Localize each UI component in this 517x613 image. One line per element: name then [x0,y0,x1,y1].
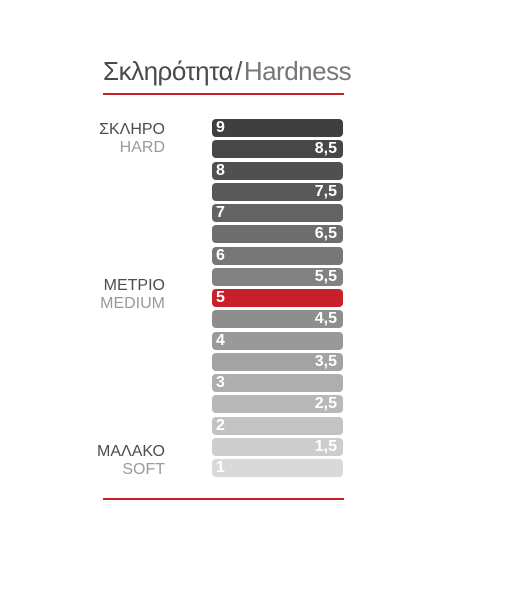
hardness-bar: 1 [212,459,343,477]
hardness-bar: 8,5 [212,140,343,159]
hardness-value: 1 [216,459,225,476]
hardness-bar: 8 [212,161,343,180]
hardness-scale: 9 8,5 8 7,5 7 6,5 6 5,5 5 4,5 4 3,5 3 2,5 2 1,5 1 [212,119,343,480]
hardness-value: 6 [216,246,225,264]
hardness-bar: 6 [212,246,343,265]
hardness-value: 7,5 [314,182,337,200]
label-soft: ΜΑΛΑΚΟ SOFT [97,443,165,479]
hardness-value: 5 [216,289,225,306]
label-soft-greek: ΜΑΛΑΚΟ [97,443,165,460]
label-hard-greek: ΣΚΛΗΡΟ [99,121,165,138]
hardness-bar: 9 [212,119,343,137]
label-medium-greek: ΜΕΤΡΙΟ [103,277,165,294]
hardness-value: 1,5 [314,437,337,455]
bottom-divider [103,498,344,500]
hardness-bar: 7,5 [212,182,343,201]
title-separator: / [235,56,242,86]
label-medium: ΜΕΤΡΙΟ MEDIUM [100,277,165,313]
title-english: Hardness [243,56,352,86]
title-greek: Σκληρότητα [103,56,234,86]
hardness-value: 6,5 [314,225,337,243]
hardness-value: 4,5 [314,310,337,328]
label-medium-english: MEDIUM [100,295,165,312]
label-hard-english: HARD [119,139,165,156]
hardness-value: 5,5 [314,267,337,285]
hardness-bar: 5 [212,289,343,307]
hardness-bar: 7 [212,204,343,222]
hardness-value: 2,5 [314,395,337,413]
hardness-bar: 1,5 [212,437,343,456]
hardness-bar: 5,5 [212,267,343,286]
hardness-bar: 6,5 [212,225,343,244]
hardness-value: 4 [216,331,225,349]
hardness-value: 3 [216,374,225,391]
hardness-bar: 4 [212,331,343,350]
hardness-value: 7 [216,204,225,221]
label-soft-english: SOFT [122,461,165,478]
hardness-bar: 3 [212,374,343,392]
hardness-value: 8 [216,161,225,179]
hardness-bar: 4,5 [212,310,343,329]
hardness-value: 3,5 [314,352,337,370]
hardness-bar: 2,5 [212,395,343,414]
top-divider [103,93,344,95]
label-hard: ΣΚΛΗΡΟ HARD [99,121,165,157]
hardness-bar: 2 [212,416,343,435]
page-title: Σκληρότητα/Hardness [103,56,352,86]
hardness-value: 9 [216,119,225,136]
hardness-bar: 3,5 [212,352,343,371]
hardness-value: 8,5 [314,140,337,158]
hardness-value: 2 [216,416,225,434]
